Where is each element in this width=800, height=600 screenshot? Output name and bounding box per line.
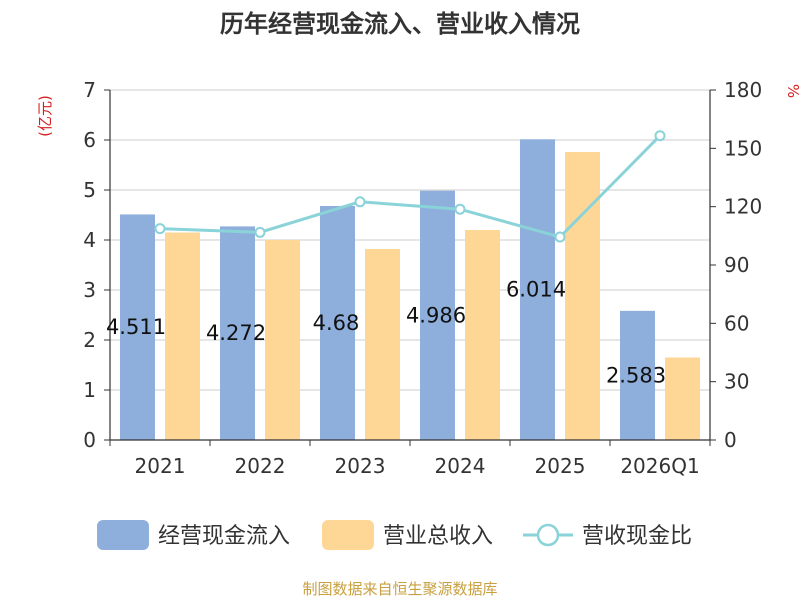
data-label-cash-inflow: 4.272 <box>206 321 266 345</box>
left-axis-tick-label: 4 <box>83 228 96 252</box>
legend: 经营现金流入 营业总收入 营收现金比 <box>97 520 692 550</box>
right-axis-tick-label: 120 <box>724 195 762 219</box>
x-axis-tick-label: 2022 <box>235 454 286 478</box>
right-axis-tick-label: 90 <box>724 253 749 277</box>
left-axis-tick-label: 2 <box>83 328 96 352</box>
right-axis-tick-label: 150 <box>724 136 762 160</box>
right-axis-tick-label: 30 <box>724 370 749 394</box>
data-label-cash-inflow: 4.986 <box>406 303 466 327</box>
line-point <box>654 130 666 142</box>
bar-cash-inflow <box>120 214 155 440</box>
bar-cash-inflow <box>420 190 455 440</box>
legend-label-cash-inflow: 经营现金流入 <box>158 524 290 549</box>
data-label-cash-inflow: 4.511 <box>106 315 166 339</box>
right-axis-tick-label: 180 <box>724 78 762 102</box>
right-axis-unit: % <box>784 84 800 98</box>
bar-total-revenue <box>565 152 600 440</box>
line-series-layer <box>154 130 666 243</box>
left-axis-tick-label: 5 <box>83 178 96 202</box>
bar-cash-inflow <box>620 310 655 440</box>
data-label-cash-inflow: 6.014 <box>506 278 566 302</box>
left-axis-tick-label: 3 <box>83 278 96 302</box>
bar-total-revenue <box>265 240 300 440</box>
chart-title: 历年经营现金流入、营业收入情况 <box>220 10 580 38</box>
data-labels: 4.511 4.272 4.68 4.986 6.014 2.583 <box>106 278 666 388</box>
bar-cash-inflow <box>520 139 555 441</box>
legend-swatch-total-revenue <box>322 520 374 550</box>
legend-label-total-revenue: 营业总收入 <box>383 524 493 549</box>
x-axis-tick-label: 2024 <box>435 454 486 478</box>
line-revenue-cash-ratio <box>159 134 662 239</box>
left-axis-tick-label: 6 <box>83 128 96 152</box>
right-axis-tick-label: 60 <box>724 311 749 335</box>
bar-total-revenue <box>165 232 200 440</box>
right-axis-tick-label: 0 <box>724 428 737 452</box>
x-axis-tick-label: 2023 <box>335 454 386 478</box>
data-label-cash-inflow: 4.68 <box>313 311 360 335</box>
data-label-cash-inflow: 2.583 <box>606 363 666 387</box>
bar-series-layer <box>120 139 700 441</box>
line-point <box>154 223 166 235</box>
bar-total-revenue <box>665 357 700 440</box>
left-axis-tick-label: 7 <box>83 78 96 102</box>
x-axis-tick-label: 2021 <box>135 454 186 478</box>
legend-label-ratio: 营收现金比 <box>582 524 692 549</box>
bar-total-revenue <box>465 230 500 440</box>
bar-total-revenue <box>365 249 400 440</box>
bar-cash-inflow <box>220 226 255 440</box>
x-axis-tick-label: 2026Q1 <box>620 454 699 478</box>
left-axis-unit: (亿元) <box>36 95 54 137</box>
source-note: 制图数据来自恒生聚源数据库 <box>302 580 497 598</box>
line-point <box>354 196 366 208</box>
line-point <box>554 231 566 243</box>
left-axis-tick-label: 0 <box>83 428 96 452</box>
line-point <box>454 203 466 215</box>
grid-lines <box>110 89 710 441</box>
legend-swatch-ratio-marker <box>536 523 560 547</box>
legend-swatch-cash-inflow <box>97 520 149 550</box>
bar-cash-inflow <box>320 206 355 440</box>
x-axis-tick-label: 2025 <box>535 454 586 478</box>
line-point <box>254 226 266 238</box>
left-axis-tick-label: 1 <box>83 378 96 402</box>
axes: 0 1 2 3 4 5 6 7 0 30 60 90 120 150 180 2021 2022 2023 2024… <box>83 78 762 478</box>
